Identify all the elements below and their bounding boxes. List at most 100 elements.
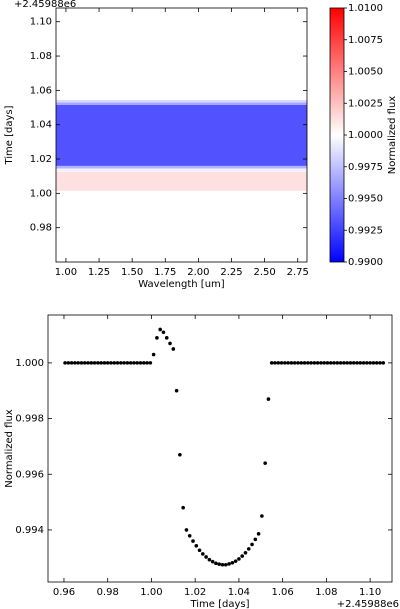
- y-axis-label: Time [days]: [4, 105, 15, 165]
- data-point: [286, 361, 290, 365]
- data-point: [371, 361, 376, 365]
- colorbar-tick-label: 0.9900: [348, 257, 383, 268]
- data-point: [73, 361, 77, 365]
- x-tick-label: 1.06: [272, 587, 294, 598]
- data-point: [351, 361, 356, 365]
- data-point: [292, 361, 297, 365]
- data-point: [112, 361, 117, 365]
- data-point: [96, 361, 100, 365]
- data-point: [69, 361, 74, 365]
- heatmap-cell: [56, 102, 307, 105]
- data-point: [246, 547, 251, 551]
- y-tick-label: 0.994: [15, 525, 44, 536]
- data-point: [243, 550, 248, 555]
- x-tick-label: 1.10: [359, 587, 381, 598]
- data-point: [207, 557, 212, 562]
- data-point: [315, 361, 320, 365]
- data-point: [164, 336, 169, 340]
- data-point: [279, 361, 284, 365]
- data-point: [223, 562, 228, 567]
- data-point: [197, 548, 202, 553]
- heatmap-cell: [56, 165, 307, 169]
- colorbar-tick-label: 1.0100: [348, 3, 383, 14]
- data-point: [263, 461, 267, 465]
- heatmap-cell: [56, 168, 307, 172]
- data-point: [201, 552, 205, 556]
- data-point: [128, 361, 133, 365]
- x-tick-label: 1.08: [315, 587, 337, 598]
- data-point: [342, 361, 346, 365]
- data-point: [328, 361, 333, 365]
- plot-frame: [55, 7, 308, 263]
- x-tick-label: 0.98: [97, 587, 119, 598]
- data-point: [220, 562, 225, 567]
- data-point: [76, 361, 80, 365]
- y-tick-label: 0.996: [15, 469, 44, 480]
- data-point: [283, 361, 287, 365]
- data-point: [171, 347, 176, 351]
- x-tick-label: 1.25: [88, 267, 110, 278]
- data-point: [105, 361, 110, 365]
- data-point: [319, 361, 323, 365]
- data-point: [338, 361, 343, 365]
- data-point: [82, 361, 87, 365]
- data-point: [230, 560, 235, 565]
- data-point: [260, 514, 264, 518]
- colorbar-tick-label: 1.0000: [348, 130, 383, 141]
- data-point: [312, 361, 317, 365]
- data-point: [361, 361, 366, 365]
- data-point: [145, 361, 149, 365]
- colorbar: [329, 7, 345, 263]
- data-point: [365, 361, 369, 365]
- data-point: [296, 361, 300, 365]
- data-point: [184, 528, 189, 532]
- x-tick-label: 1.50: [121, 267, 143, 278]
- x-tick-label: 1.75: [154, 267, 176, 278]
- data-point: [191, 539, 195, 543]
- data-point: [214, 561, 218, 566]
- data-point: [345, 361, 349, 365]
- data-point: [92, 361, 97, 365]
- data-point: [289, 361, 294, 365]
- x-offset-text: +2.45988e6: [337, 599, 399, 609]
- data-point: [138, 361, 143, 365]
- data-point: [253, 537, 258, 542]
- data-point: [322, 361, 327, 365]
- data-point: [348, 361, 353, 365]
- colorbar-tick-label: 1.0075: [348, 35, 383, 46]
- data-point: [358, 361, 363, 365]
- data-point: [273, 361, 277, 365]
- data-point: [66, 361, 71, 365]
- data-point: [158, 327, 162, 332]
- data-point: [135, 361, 140, 365]
- heatmap-cell: [56, 190, 307, 262]
- data-point: [89, 361, 94, 365]
- data-point: [217, 562, 222, 566]
- x-tick-label: 2.50: [253, 267, 275, 278]
- y-tick-label: 1.06: [30, 85, 52, 96]
- data-point: [168, 341, 172, 346]
- colorbar-tick-label: 1.0050: [348, 67, 383, 78]
- data-point: [155, 336, 159, 340]
- x-tick-label: 2.00: [187, 267, 209, 278]
- data-point: [256, 532, 261, 536]
- heatmap-cell: [56, 8, 307, 100]
- data-point: [374, 361, 379, 365]
- data-point: [161, 330, 166, 335]
- colorbar-tick-label: 0.9925: [348, 225, 383, 236]
- data-point: [299, 361, 304, 365]
- data-point: [309, 361, 313, 365]
- x-tick-label: 1.00: [55, 267, 77, 278]
- colorbar-tick-label: 0.9950: [348, 194, 383, 205]
- colorbar-tick-label: 0.9975: [348, 162, 383, 173]
- heatmap-cell: [56, 104, 307, 166]
- data-point: [266, 397, 271, 401]
- x-tick-label: 0.96: [53, 587, 75, 598]
- data-point: [302, 361, 307, 365]
- y-tick-label: 1.04: [30, 120, 52, 131]
- x-axis-label: Wavelength [um]: [138, 279, 224, 290]
- x-tick-label: 1.04: [228, 587, 250, 598]
- data-point: [119, 361, 123, 365]
- data-point: [276, 361, 281, 365]
- data-point: [325, 361, 330, 365]
